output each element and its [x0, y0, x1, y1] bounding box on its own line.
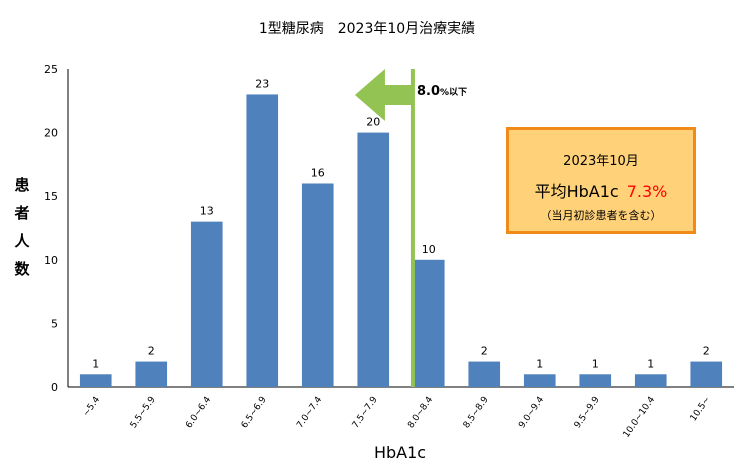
y-tick-label: 0 — [51, 381, 58, 394]
callout-average-label: 平均HbA1c — [534, 182, 619, 201]
y-axis-label-char: 者 — [14, 204, 29, 222]
bar-value-label: 16 — [311, 166, 325, 179]
x-tick-label: 9.0~9.4 — [517, 395, 546, 431]
x-tick-label: 9.5~9.9 — [573, 395, 602, 431]
x-tick-label: 5.5~5.9 — [129, 395, 158, 431]
x-tick-label: ~5.4 — [81, 395, 102, 419]
bar-value-label: 13 — [200, 205, 214, 218]
threshold-marker — [354, 69, 415, 387]
bar-value-label: 1 — [592, 357, 599, 370]
bar-value-label: 23 — [255, 77, 269, 90]
bar — [412, 259, 445, 387]
y-axis-ticks: 0 5 10 15 20 25 — [44, 63, 58, 394]
bar-value-label: 1 — [647, 357, 654, 370]
bar-value-label: 2 — [481, 345, 488, 358]
bar-value-label: 1 — [92, 357, 99, 370]
x-tick-label: 10.5~ — [689, 395, 713, 423]
threshold-label: 8.0%以下 — [417, 84, 467, 99]
y-axis-label-char: 患 — [14, 176, 29, 194]
x-tick-label: 7.5~7.9 — [351, 395, 380, 431]
y-axis-label-char: 数 — [14, 260, 30, 278]
bar-value-label: 2 — [148, 345, 155, 358]
bar-value-label: 1 — [536, 357, 543, 370]
x-tick-label: 6.5~6.9 — [240, 395, 269, 431]
bar — [523, 374, 556, 387]
x-tick-label: 7.0~7.4 — [295, 395, 324, 431]
bar-value-label: 2 — [703, 345, 710, 358]
bar — [579, 374, 612, 387]
threshold-unit: %以下 — [440, 88, 468, 98]
average-callout-box: 2023年10月 平均HbA1c 7.3% （当月初診患者を含む） — [506, 127, 696, 234]
y-tick-label: 5 — [51, 317, 58, 330]
y-tick-label: 25 — [44, 63, 58, 76]
bar — [79, 374, 112, 387]
callout-period: 2023年10月 — [563, 154, 639, 169]
x-tick-label: 8.0~8.4 — [406, 395, 435, 431]
y-axis-label-char: 人 — [14, 232, 30, 250]
bar — [190, 221, 223, 387]
x-tick-label: 10.0~10.4 — [622, 395, 658, 440]
x-axis-label: HbA1c — [374, 443, 426, 462]
bar — [690, 361, 723, 387]
callout-average: 平均HbA1c 7.3% — [509, 178, 693, 202]
callout-average-value: 7.3% — [626, 182, 668, 201]
y-tick-label: 10 — [44, 254, 58, 267]
x-tick-label: 6.0~6.4 — [184, 395, 213, 431]
y-tick-label: 15 — [44, 190, 58, 203]
callout-note: （当月初診患者を含む） — [540, 209, 662, 222]
bar — [135, 361, 168, 387]
bars — [79, 94, 723, 387]
bar — [301, 183, 334, 387]
bar — [246, 94, 279, 387]
bar — [634, 374, 667, 387]
bar-value-label: 20 — [366, 116, 380, 129]
chart-title: 1型糖尿病 2023年10月治療実績 — [259, 20, 475, 37]
data-labels: 1 2 13 23 16 20 10 2 1 1 1 2 — [92, 77, 710, 370]
x-axis-ticks: ~5.4 5.5~5.9 6.0~6.4 6.5~6.9 7.0~7.4 7.5~7.9 8… — [81, 395, 712, 440]
left-arrow-icon — [354, 69, 413, 121]
x-tick-label: 8.5~8.9 — [462, 395, 491, 431]
threshold-value: 8.0 — [417, 84, 441, 99]
bar-value-label: 10 — [422, 243, 436, 256]
bar — [357, 132, 390, 387]
y-tick-label: 20 — [44, 127, 58, 140]
bar — [468, 361, 501, 387]
